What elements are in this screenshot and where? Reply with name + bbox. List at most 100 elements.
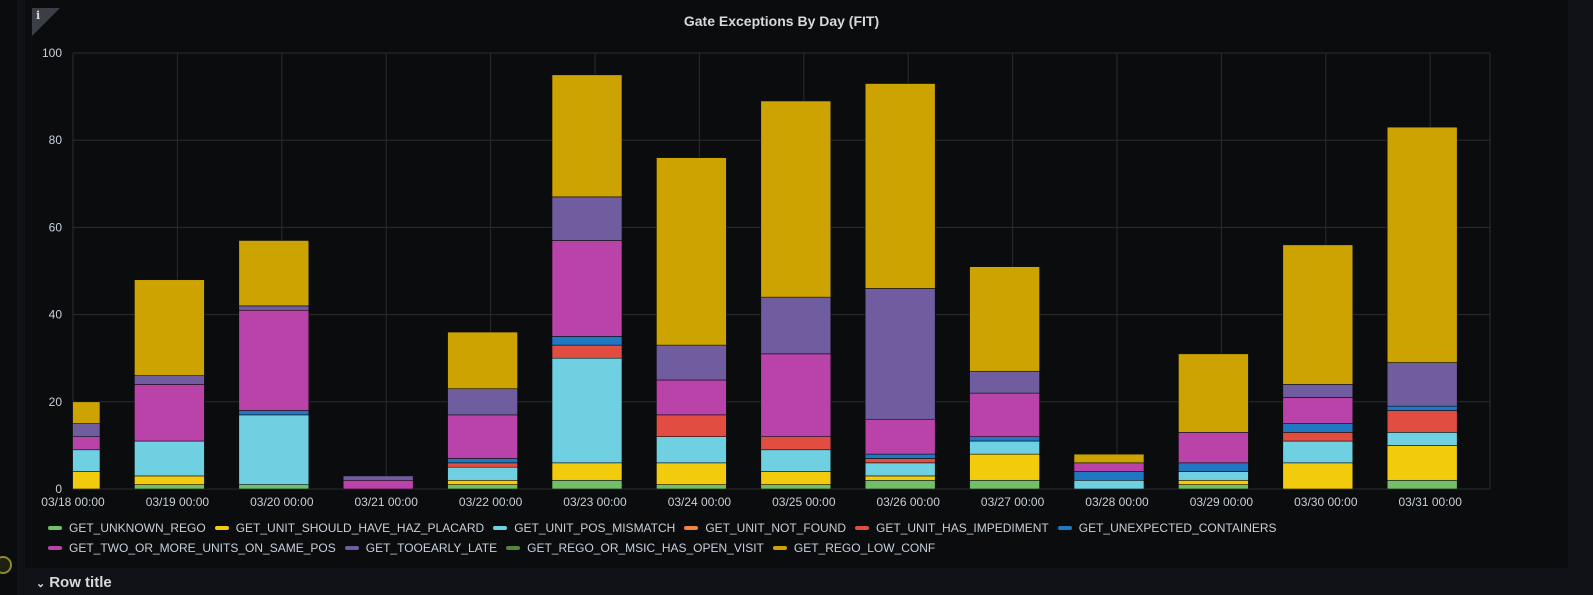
bar-segment xyxy=(551,479,623,489)
legend-swatch xyxy=(344,546,359,550)
bar-segment xyxy=(1386,445,1458,481)
row-title-label: Row title xyxy=(49,574,112,591)
x-tick-label: 03/30 00:00 xyxy=(1294,495,1358,509)
bar-segment xyxy=(1386,479,1458,489)
bar-segment xyxy=(969,392,1040,437)
bar-segment xyxy=(864,479,936,489)
bar-segment xyxy=(1282,244,1354,385)
bar-segment xyxy=(1386,362,1458,407)
x-tick-label: 03/28 00:00 xyxy=(1085,495,1149,509)
legend-label: GET_UNIT_NOT_FOUND xyxy=(705,521,847,535)
legend-label: GET_REGO_LOW_CONF xyxy=(793,541,936,555)
bar-segment xyxy=(447,331,518,390)
bar-segment xyxy=(864,458,936,464)
bar-segment xyxy=(342,475,414,481)
legend-item[interactable]: GET_UNIT_SHOULD_HAVE_HAZ_PLACARD xyxy=(214,519,485,537)
legend-item[interactable]: GET_TWO_OR_MORE_UNITS_ON_SAME_POS xyxy=(48,539,336,557)
bar-segment xyxy=(447,414,518,459)
bar-segment xyxy=(447,462,518,468)
x-tick-label: 03/21 00:00 xyxy=(354,495,418,509)
x-tick-label: 03/22 00:00 xyxy=(459,495,523,509)
bar-segment xyxy=(134,440,205,477)
chart-title: Gate Exceptions By Day (FIT) xyxy=(683,13,880,29)
y-tick-label: 80 xyxy=(49,133,63,147)
bar-segment xyxy=(342,479,414,489)
x-tick-label: 03/19 00:00 xyxy=(146,495,210,509)
info-icon[interactable]: i xyxy=(36,9,41,22)
legend-label: GET_REGO_OR_MSIC_HAS_OPEN_VISIT xyxy=(527,541,764,555)
x-tick-label: 03/25 00:00 xyxy=(772,495,836,509)
bar-segment xyxy=(551,74,623,198)
bar-segment xyxy=(969,370,1040,394)
bar-segment xyxy=(864,418,936,455)
bar-segment xyxy=(760,296,832,355)
bar-segment xyxy=(1178,479,1249,485)
right-gutter xyxy=(1568,0,1593,595)
bar-segment xyxy=(1492,485,1562,489)
bar-segment xyxy=(551,344,623,359)
bar-segment xyxy=(760,471,832,485)
legend-item[interactable]: GET_UNEXPECTED_CONTAINERS xyxy=(1057,519,1277,537)
bar-segment xyxy=(656,484,727,489)
bar-segment xyxy=(1282,432,1354,442)
chart-legend: GET_UNKNOWN_REGO GET_UNIT_SHOULD_HAVE_HAZ… xyxy=(48,517,1498,557)
bar-segment xyxy=(864,83,936,289)
legend-item[interactable]: GET_UNKNOWN_REGO xyxy=(48,519,206,537)
legend-label: GET_UNIT_SHOULD_HAVE_HAZ_PLACARD xyxy=(235,521,485,535)
bar-segment xyxy=(1282,384,1354,398)
bar-segment xyxy=(551,196,623,241)
x-tick-label: 03/27 00:00 xyxy=(981,495,1045,509)
bar-segment xyxy=(1073,453,1145,464)
bar-segment xyxy=(760,484,832,489)
bar-segment xyxy=(134,384,205,442)
bar-segment xyxy=(969,266,1040,372)
bar-segment xyxy=(551,462,623,481)
y-tick-label: 40 xyxy=(49,308,63,322)
bar-segment xyxy=(551,240,623,337)
bar-segment xyxy=(969,453,1040,481)
bar-segment xyxy=(447,466,518,481)
bar-segment xyxy=(447,484,518,489)
panel-info-corner[interactable] xyxy=(32,8,60,36)
bar-segment xyxy=(864,453,936,459)
bar-segment xyxy=(238,305,310,311)
bar-segment xyxy=(73,449,101,472)
legend-label: GET_TWO_OR_MORE_UNITS_ON_SAME_POS xyxy=(69,541,336,555)
bar-group xyxy=(73,74,1562,489)
bar-segment xyxy=(864,475,936,481)
bar-segment xyxy=(656,462,727,485)
legend-swatch xyxy=(48,526,62,530)
bar-segment xyxy=(238,240,310,307)
bar-segment xyxy=(238,410,310,416)
panel-status-dot xyxy=(0,556,12,574)
bar-segment xyxy=(1492,480,1562,484)
row-title[interactable]: ⌄ Row title xyxy=(36,574,112,591)
bar-segment xyxy=(1178,353,1249,433)
legend-item[interactable]: GET_UNIT_POS_MISMATCH xyxy=(493,519,675,537)
bar-segment xyxy=(760,353,832,437)
bar-segment xyxy=(1178,484,1249,489)
legend-item[interactable]: GET_REGO_OR_MSIC_HAS_OPEN_VISIT xyxy=(506,539,764,557)
bar-segment xyxy=(1492,437,1562,463)
bar-segment xyxy=(1282,397,1354,424)
legend-item[interactable]: GET_TOOEARLY_LATE xyxy=(344,539,497,557)
x-tick-label: 03/24 00:00 xyxy=(668,495,732,509)
bar-segment xyxy=(1073,462,1145,472)
y-tick-label: 0 xyxy=(55,482,62,496)
legend-swatch xyxy=(1057,526,1072,530)
bar-segment xyxy=(551,357,623,464)
legend-label: GET_UNIT_POS_MISMATCH xyxy=(514,521,676,535)
bar-segment xyxy=(656,414,727,437)
bar-segment xyxy=(1386,432,1458,446)
legend-label: GET_UNKNOWN_REGO xyxy=(69,521,206,535)
legend-item[interactable]: GET_UNIT_NOT_FOUND xyxy=(684,519,846,537)
bar-segment xyxy=(1178,432,1249,464)
bar-segment xyxy=(238,484,310,489)
legend-item[interactable]: GET_REGO_LOW_CONF xyxy=(772,539,936,557)
bar-segment xyxy=(447,388,518,416)
bar-segment xyxy=(1178,462,1249,472)
bar-segment xyxy=(1073,471,1145,481)
legend-item[interactable]: GET_UNIT_HAS_IMPEDIMENT xyxy=(855,519,1049,537)
bar-segment xyxy=(969,436,1040,442)
x-tick-label: 03/26 00:00 xyxy=(876,495,940,509)
